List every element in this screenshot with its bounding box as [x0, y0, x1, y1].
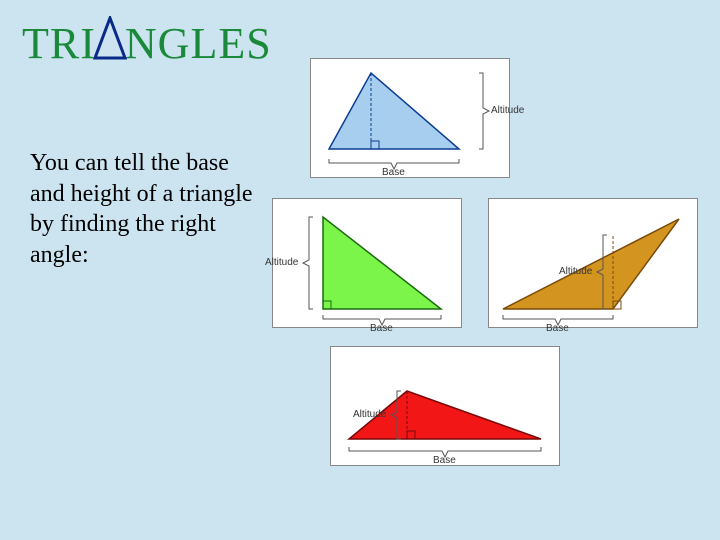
altitude-label: Altitude — [265, 257, 298, 268]
triangle-diagram-red: Base Altitude — [330, 346, 560, 466]
altitude-label: Altitude — [491, 105, 524, 116]
triangle-svg — [331, 347, 561, 467]
triangle-icon — [93, 16, 127, 71]
triangle-diagram-blue: Base Altitude — [310, 58, 510, 178]
triangle-diagram-green: Base Altitude — [272, 198, 462, 328]
triangle-svg — [311, 59, 511, 179]
altitude-label: Altitude — [559, 266, 592, 277]
altitude-label: Altitude — [353, 409, 386, 420]
body-text: You can tell the base and height of a tr… — [30, 148, 260, 271]
base-label: Base — [382, 167, 405, 178]
page-title: TRI NGLES — [22, 14, 272, 69]
triangle-svg — [489, 199, 699, 329]
title-post: NGLES — [125, 18, 272, 69]
base-label: Base — [370, 323, 393, 334]
base-label: Base — [433, 455, 456, 466]
triangle-svg — [273, 199, 463, 329]
base-label: Base — [546, 323, 569, 334]
title-pre: TRI — [22, 18, 96, 69]
triangle-diagram-orange: Base Altitude — [488, 198, 698, 328]
